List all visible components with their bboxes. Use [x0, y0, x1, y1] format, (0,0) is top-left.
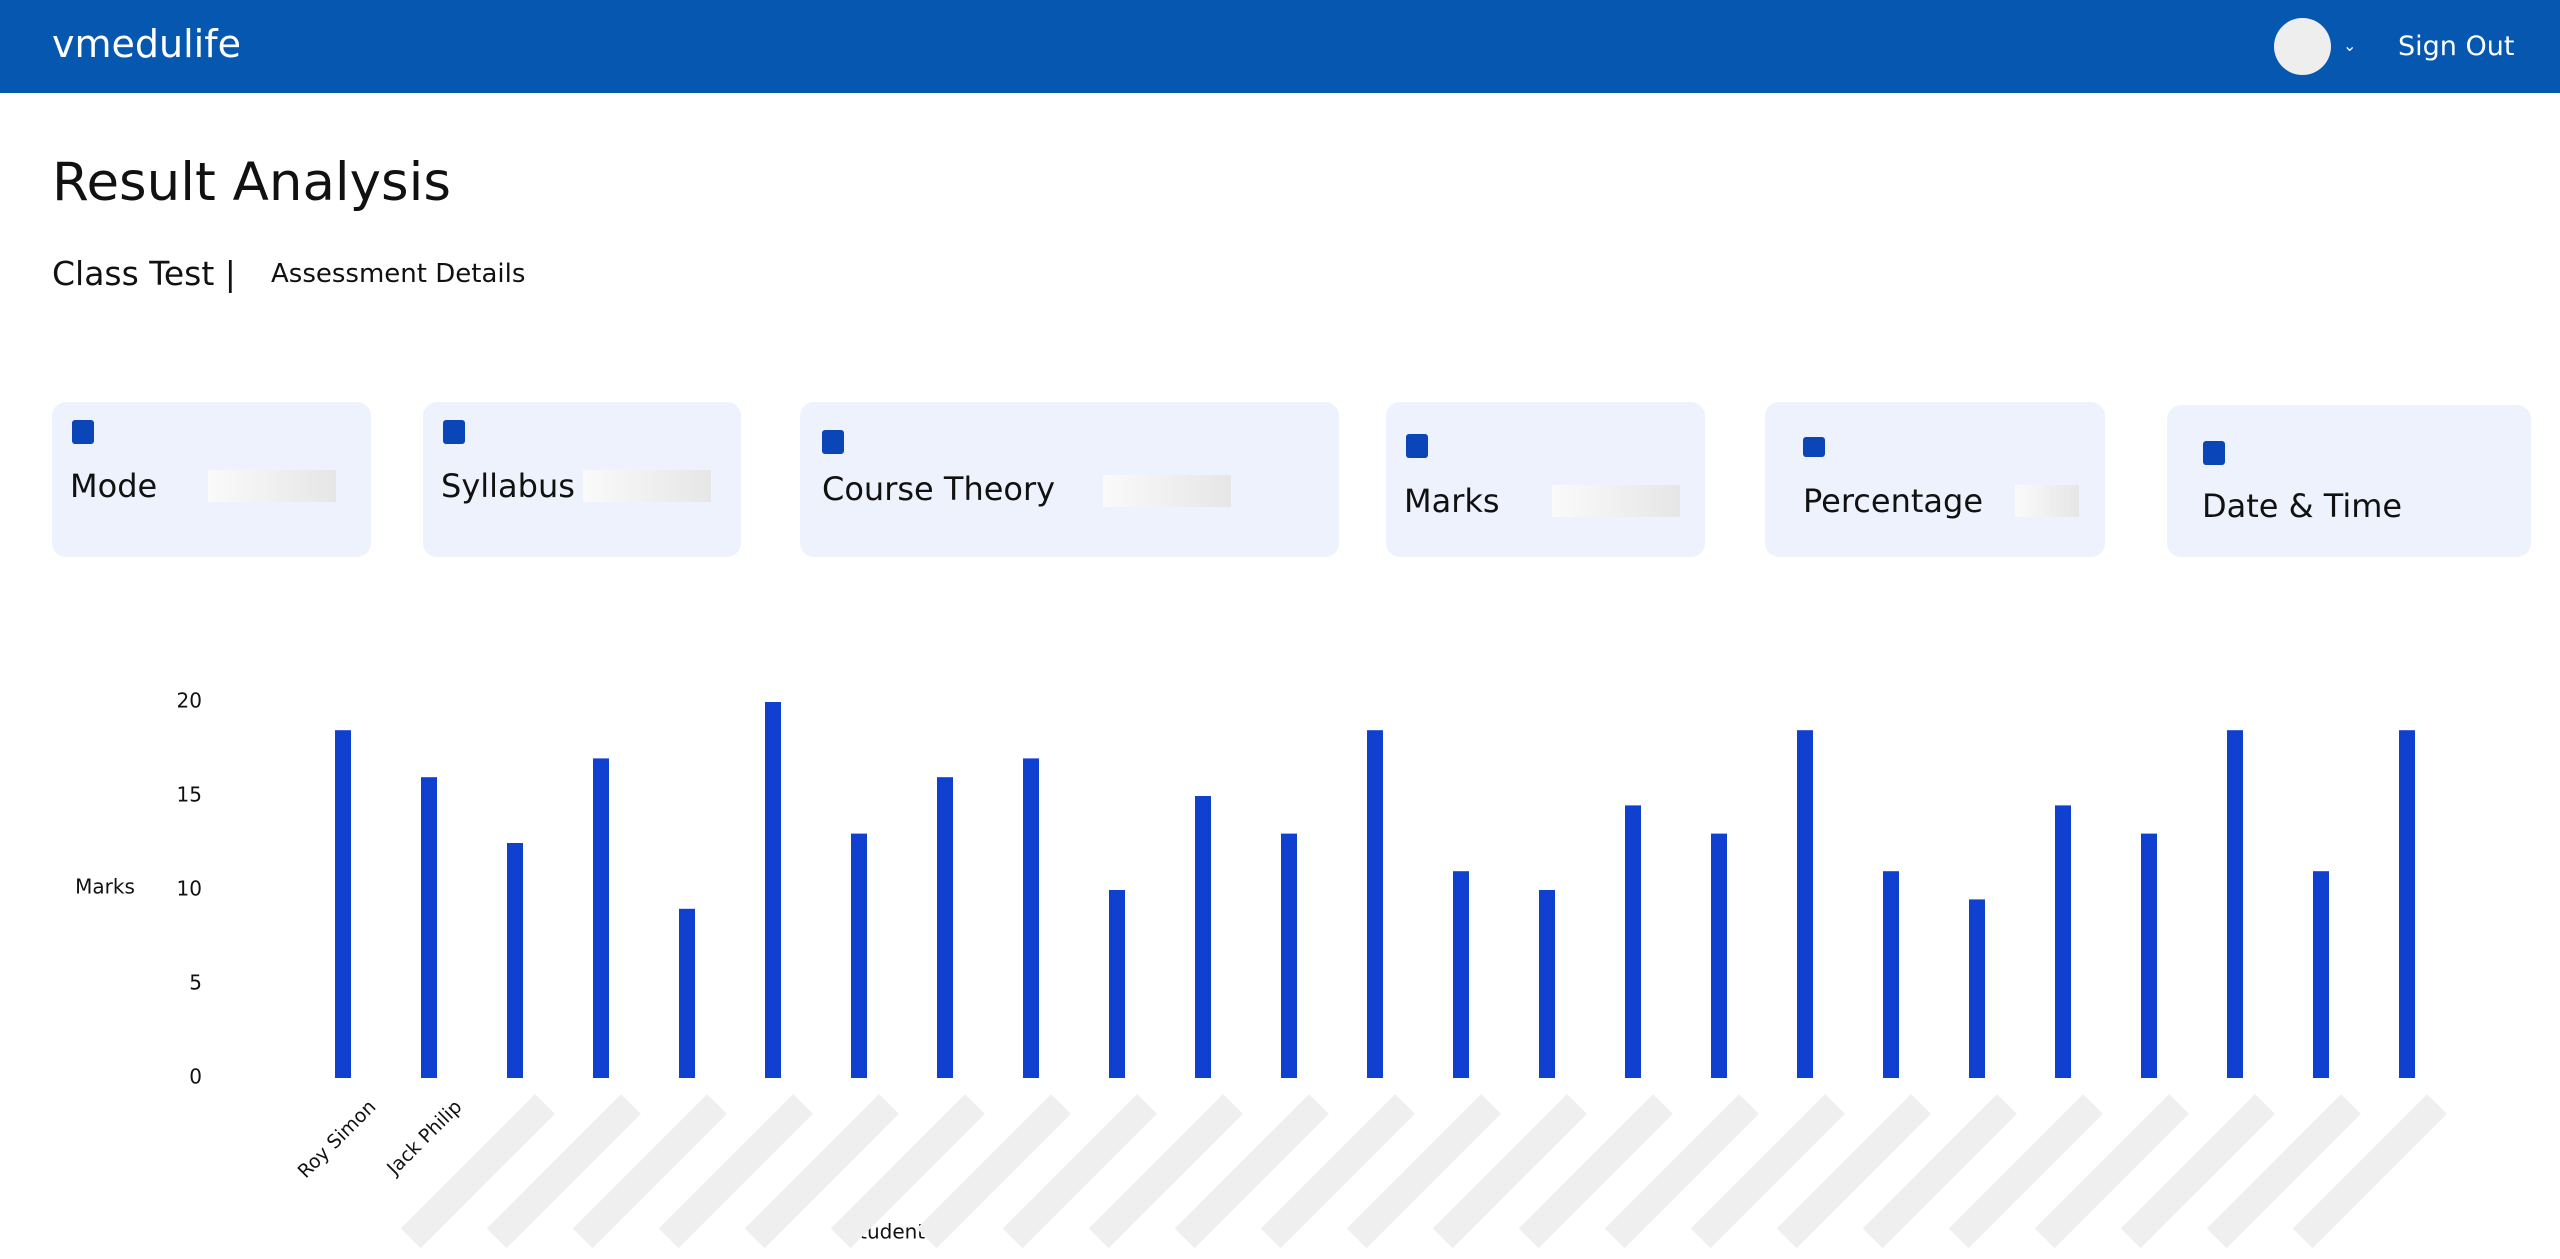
blurred-label [830, 1094, 985, 1249]
top-bar: vmedulife ⌄ Sign Out [0, 0, 2560, 93]
brand[interactable]: vmedulife [52, 22, 241, 66]
bar [679, 908, 695, 1078]
bar [1797, 730, 1813, 1078]
info-card: Date & Time [2167, 405, 2531, 557]
blurred-label [1518, 1094, 1673, 1249]
card-label: Syllabus [441, 467, 575, 505]
icon [1803, 437, 1825, 457]
bar [1367, 730, 1383, 1078]
blurred-label [2292, 1094, 2447, 1249]
card-label: Date & Time [2202, 487, 2403, 525]
icon [2203, 441, 2225, 465]
bar [335, 730, 351, 1078]
y-tick-label: 15 [177, 783, 202, 807]
sign-out[interactable]: Sign Out [2398, 31, 2515, 62]
bar [2399, 730, 2415, 1078]
blurred-label [486, 1094, 641, 1249]
y-tick-label: 10 [177, 877, 202, 901]
icon [822, 430, 844, 454]
bar [1969, 899, 1985, 1078]
blurred-label [572, 1094, 727, 1249]
bar [1883, 871, 1899, 1078]
bar [2055, 805, 2071, 1078]
blurred-label [1088, 1094, 1243, 1249]
page-title: Result Analysis [52, 152, 451, 213]
bar [765, 702, 781, 1078]
bar [851, 833, 867, 1078]
icon [72, 420, 94, 444]
blurred-label [916, 1094, 1071, 1249]
blurred-label [1002, 1094, 1157, 1249]
blurred-label [1260, 1094, 1415, 1249]
x-tick-label: Jack Philip [382, 1096, 466, 1180]
blurred-label [1174, 1094, 1329, 1249]
card-label: Marks [1404, 482, 1500, 520]
chevron[interactable]: ⌄ [2343, 36, 2357, 55]
blurred-label [2120, 1094, 2275, 1249]
blurred-label [2034, 1094, 2189, 1249]
blurred-label [744, 1094, 899, 1249]
bar [1539, 890, 1555, 1078]
card-label: Mode [70, 467, 158, 505]
bar [1195, 796, 1211, 1078]
placeholder [1103, 475, 1231, 507]
avatar[interactable] [2274, 18, 2331, 75]
info-card: Course Theory [800, 402, 1339, 557]
placeholder [583, 470, 711, 502]
y-axis-label: Marks [75, 875, 135, 899]
bar [2313, 871, 2329, 1078]
blurred-label [2206, 1094, 2361, 1249]
info-card: Percentage [1765, 402, 2105, 557]
test-type: Class Test | [52, 254, 236, 293]
bar [421, 777, 437, 1078]
bar [1281, 833, 1297, 1078]
blurred-label [1948, 1094, 2103, 1249]
bar [2141, 833, 2157, 1078]
blurred-label [1862, 1094, 2017, 1249]
bar [2227, 730, 2243, 1078]
icon [443, 420, 465, 444]
info-card: Marks [1386, 402, 1705, 557]
bar [937, 777, 953, 1078]
placeholder [2015, 485, 2079, 517]
card-label: Percentage [1803, 482, 1984, 520]
bar [1625, 805, 1641, 1078]
blurred-label [1604, 1094, 1759, 1249]
placeholder [1552, 485, 1680, 517]
icon [1406, 434, 1428, 458]
blurred-label [1690, 1094, 1845, 1249]
x-tick-label: Roy Simon [294, 1096, 381, 1183]
y-tick-label: 5 [189, 971, 202, 995]
card-label: Course Theory [822, 470, 1056, 508]
bar [1711, 833, 1727, 1078]
blurred-label [658, 1094, 813, 1249]
bar [507, 843, 523, 1078]
info-card: Syllabus [423, 402, 741, 557]
blurred-label [1346, 1094, 1501, 1249]
bar [1453, 871, 1469, 1078]
blurred-label [400, 1094, 555, 1249]
y-tick-label: 0 [189, 1065, 202, 1089]
blurred-label [1776, 1094, 1931, 1249]
y-tick-label: 20 [177, 689, 202, 713]
details-link[interactable]: Assessment Details [271, 259, 526, 289]
bar [1109, 890, 1125, 1078]
blurred-label [1432, 1094, 1587, 1249]
bar [1023, 758, 1039, 1078]
placeholder [208, 470, 336, 502]
bar [593, 758, 609, 1078]
info-card: Mode [52, 402, 371, 557]
